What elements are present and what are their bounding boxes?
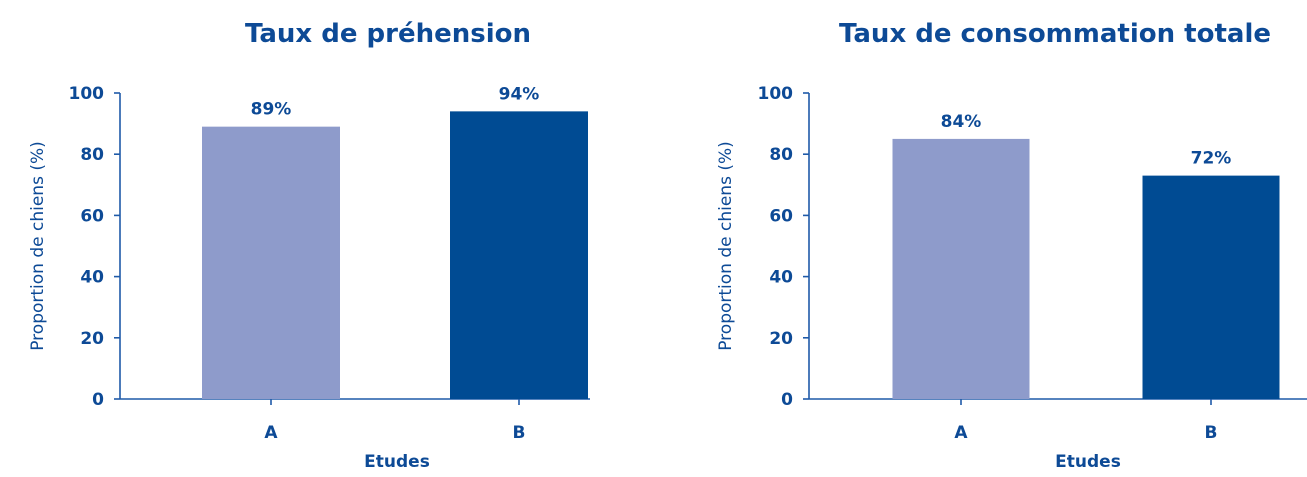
chart-title: Taux de préhension xyxy=(245,19,531,49)
data-label-b: 72% xyxy=(1191,149,1232,169)
y-axis-label: Proportion de chiens (%) xyxy=(716,141,736,351)
data-label-b: 94% xyxy=(499,84,540,104)
y-tick-label: 80 xyxy=(769,145,793,165)
bar-b xyxy=(1142,175,1280,399)
y-tick-label: 20 xyxy=(769,329,793,349)
x-tick-label: B xyxy=(1205,423,1218,443)
x-tick-label: A xyxy=(954,423,968,443)
chart-consommation-totale: Taux de consommation totale 0 20 40 60 80 100 P… xyxy=(716,19,1307,472)
y-tick-label: 40 xyxy=(769,268,793,288)
y-tick-label: 100 xyxy=(758,84,794,104)
chart-title: Taux de consommation totale xyxy=(839,19,1271,49)
y-tick-label: 40 xyxy=(80,268,104,288)
data-label-a: 89% xyxy=(251,100,292,120)
y-axis-label: Proportion de chiens (%) xyxy=(28,141,48,351)
y-tick-label: 100 xyxy=(69,84,105,104)
x-tick-label: B xyxy=(513,423,526,443)
y-tick-label: 60 xyxy=(769,206,793,226)
y-tick-label: 80 xyxy=(80,145,104,165)
y-tick-label: 0 xyxy=(781,390,793,410)
y-tick-label: 20 xyxy=(80,329,104,349)
bar-b xyxy=(450,111,588,400)
x-axis-label: Etudes xyxy=(364,452,430,472)
y-tick-label: 60 xyxy=(80,206,104,226)
x-tick-label: A xyxy=(264,423,278,443)
y-tick-label: 0 xyxy=(92,390,104,410)
chart-prehension: Taux de préhension 0 20 40 60 80 100 Proportion… xyxy=(28,19,590,472)
data-label-a: 84% xyxy=(941,112,982,132)
x-axis-label: Etudes xyxy=(1055,452,1121,472)
bar-a xyxy=(892,138,1030,399)
bar-a xyxy=(202,126,340,399)
